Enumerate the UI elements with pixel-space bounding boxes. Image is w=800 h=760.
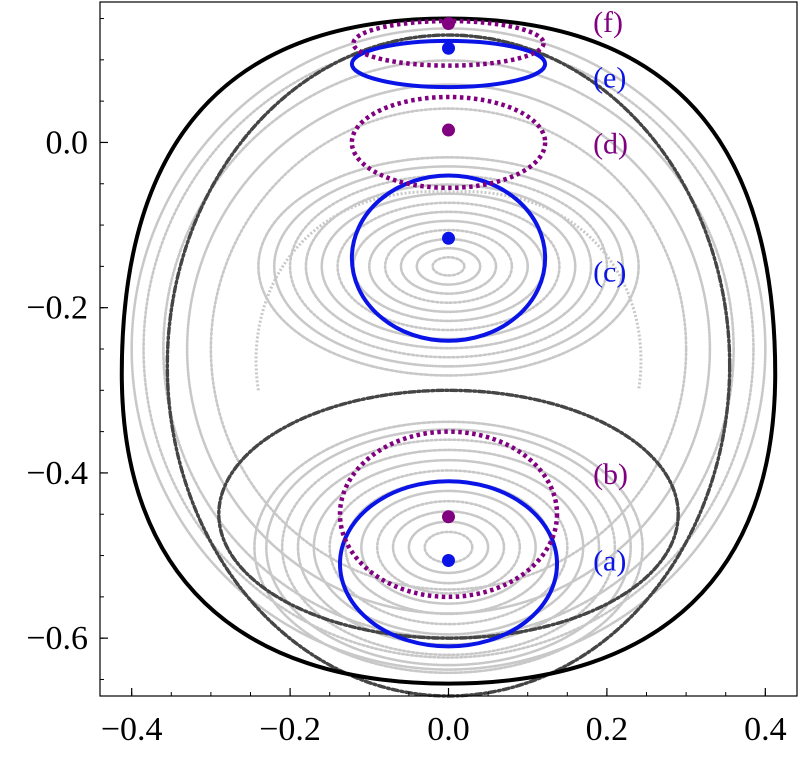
- boundary-curve: [119, 16, 778, 686]
- background-orbit-middle-island-8: [304, 183, 593, 350]
- background-orbit-outer-rotational-1: [185, 83, 712, 615]
- y-tick-label: −0.6: [26, 620, 88, 657]
- x-tick-label: 0.2: [586, 711, 629, 748]
- orbit-curve-b: [337, 429, 560, 600]
- background-orbit-lower-island-9: [280, 438, 617, 657]
- orbit-curve-c: [349, 173, 548, 343]
- background-orbit-middle-island-3: [383, 228, 514, 305]
- background-orbit-lower-island-10: [265, 428, 632, 667]
- background-orbit-middle-island-6: [336, 201, 561, 332]
- fixed-point-b: [442, 510, 455, 524]
- series-label-b: (b): [593, 458, 628, 491]
- background-orbit-lower-island-6: [328, 469, 569, 626]
- background-orbit-lower-island-11: [253, 420, 644, 675]
- series-label-e: (e): [593, 61, 626, 94]
- orbit-curve-e: [349, 38, 548, 90]
- y-tick-label: −0.4: [26, 455, 88, 492]
- background-orbit-lower-island-3: [375, 499, 522, 595]
- series-label-f: (f): [593, 6, 623, 39]
- orbit-layer: [119, 16, 778, 698]
- x-tick-label: −0.2: [259, 711, 321, 748]
- axes-layer: −0.4 −0.2 0.0 0.2 0.4 0.0 −0.2 −0.4 −0.6: [26, 18, 787, 748]
- fixed-point-c: [442, 231, 455, 245]
- orbit-curve-a: [337, 479, 560, 649]
- fixed-point-d: [442, 123, 455, 137]
- y-tick-label: −0.2: [26, 290, 88, 327]
- y-tick-label: 0.0: [46, 124, 89, 161]
- x-tick-label: 0.0: [427, 711, 470, 748]
- background-orbit-lower-island-4: [360, 489, 537, 605]
- series-label-a: (a): [593, 545, 626, 578]
- fixed-point-e: [442, 41, 455, 55]
- x-tick-label: −0.4: [101, 711, 163, 748]
- background-orbit-middle-island-11: [257, 156, 640, 377]
- background-orbit-middle-island-4: [367, 219, 530, 314]
- background-orbit-middle-island-1: [415, 246, 482, 286]
- x-tick-label: 0.4: [744, 711, 787, 748]
- fixed-point-f: [442, 16, 455, 30]
- background-orbit-separatrix-upper: [254, 190, 643, 391]
- fixed-point-a: [442, 554, 455, 568]
- background-orbit-middle-island-10: [272, 165, 625, 368]
- background-orbit-middle-island-0: [431, 255, 466, 277]
- highlight-orbit-separatrix-lower: [217, 388, 680, 640]
- series-label-c: (c): [593, 256, 626, 289]
- series-label-d: (d): [593, 127, 628, 160]
- orbit-curve-d: [349, 94, 548, 191]
- series-layer: (a) (b) (c) (d) (e) (f): [337, 6, 628, 649]
- background-orbit-outer-rotational-0: [209, 107, 688, 591]
